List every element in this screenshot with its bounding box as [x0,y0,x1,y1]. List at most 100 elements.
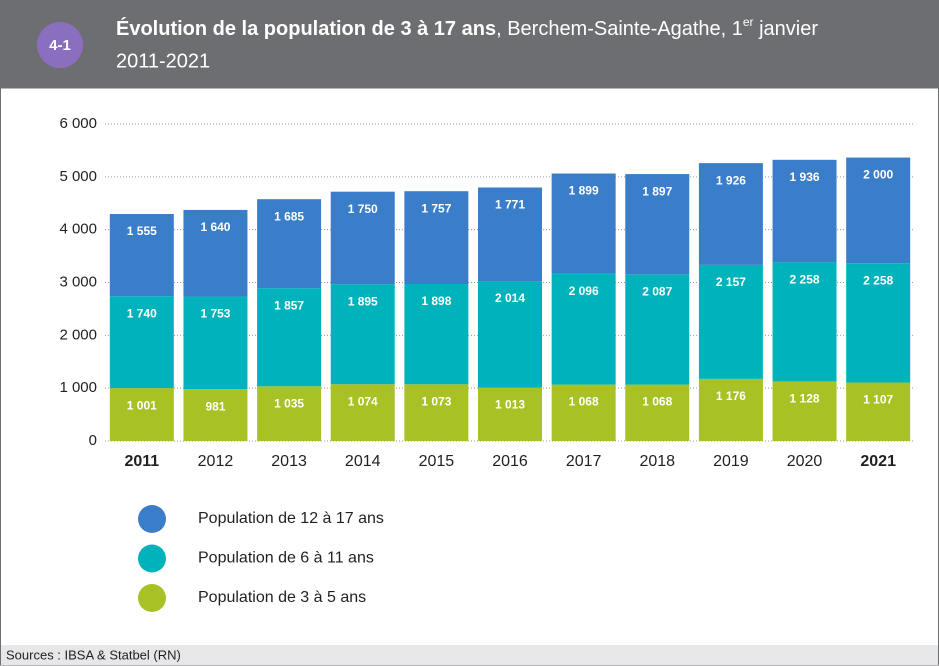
legend-swatch [138,584,166,612]
y-tick-label: 6 000 [59,115,97,132]
value-label: 1 107 [863,393,893,407]
x-tick-label: 2021 [860,453,896,470]
bar-segment [183,209,248,297]
legend-swatch [138,544,166,573]
value-label: 1 895 [348,294,378,308]
bar-segment [772,159,837,263]
legend-label: Population de 3 à 5 ans [198,589,366,606]
badge: 4-1 [49,37,71,54]
value-label: 1 640 [200,220,230,234]
value-label: 2 000 [863,168,893,182]
x-tick-label: 2013 [271,453,307,470]
value-label: 1 013 [495,398,525,412]
value-label: 1 073 [421,394,451,408]
x-tick-label: 2018 [639,453,675,470]
value-label: 2 157 [716,275,746,289]
value-label: 1 753 [200,307,230,321]
value-label: 1 857 [274,298,304,312]
legend-swatch [138,505,166,533]
value-label: 1 926 [716,173,746,187]
bar-segment [478,387,542,441]
bar-segment [330,284,395,385]
bar-segment [698,378,763,441]
y-tick-label: 4 000 [59,221,97,238]
bar-segment [698,163,763,265]
source: Sources : IBSA & Statbel (RN) [6,647,181,662]
legend-label: Population de 6 à 11 ans [198,550,374,567]
value-label: 1 771 [495,198,525,212]
x-tick-label: 2017 [566,453,602,470]
bar-segment [404,191,469,285]
bar-segment [257,386,322,441]
bar-segment [772,381,837,441]
bar-segment [551,273,616,385]
value-label: 1 068 [642,395,672,409]
bar-segment [698,264,763,379]
y-tick-label: 1 000 [59,379,97,396]
y-tick-label: 5 000 [59,168,97,185]
bar-segment [551,384,616,441]
value-label: 1 750 [348,202,378,216]
bar-segment [183,296,248,390]
value-label: 2 096 [569,284,599,298]
bar-segment [183,389,248,441]
title-main: Évolution de la population de 3 à 17 ans [116,17,496,40]
bar-segment [772,262,837,382]
bar-segment [404,284,469,385]
x-tick-label: 2015 [419,453,455,470]
bar-segment [109,214,174,297]
y-tick-label: 2 000 [59,326,97,343]
header-band [0,0,939,88]
bar-segment [846,157,911,264]
value-label: 1 035 [274,396,304,410]
bar-segment [257,199,322,289]
value-label: 2 014 [495,291,525,305]
value-label: 1 898 [421,294,451,308]
title-sup: er [743,15,754,29]
bar-segment [846,382,911,441]
value-label: 1 685 [274,209,304,223]
bar-segment [109,296,174,389]
badge-circle [37,22,83,68]
date-range: 2011-2021 [116,50,210,72]
x-tick-label: 2011 [124,453,159,470]
value-label: 2 258 [790,272,820,286]
value-label: 1 899 [569,184,599,198]
value-label: 981 [205,399,225,413]
x-tick-label: 2020 [787,453,823,470]
bar-segment [551,173,616,274]
bar-segment [846,263,911,383]
x-tick-label: 2016 [492,453,528,470]
value-label: 1 128 [790,392,820,406]
chart-title: Évolution de la population de 3 à 17 ans… [116,15,818,40]
footer-band [1,645,938,665]
bar-segment [404,384,469,441]
value-label: 1 740 [127,306,157,320]
bar-segment [625,384,690,441]
title-end: janvier [754,18,819,40]
value-label: 1 001 [127,398,157,412]
x-tick-label: 2019 [713,453,749,470]
value-label: 1 068 [569,395,599,409]
bar-segment [330,191,395,285]
bar-segment [330,384,395,441]
bar-segment [109,388,174,441]
title-place: , Berchem-Sainte-Agathe, 1 [496,18,743,40]
bar-segment [625,174,690,275]
bar-segment [478,187,542,282]
value-label: 1 074 [348,394,378,408]
y-tick-label: 3 000 [59,273,97,290]
x-tick-label: 2014 [345,453,381,470]
value-label: 2 258 [863,273,893,287]
value-label: 1 897 [642,184,672,198]
x-tick-label: 2012 [198,453,234,470]
bar-segment [257,288,322,387]
bar-segment [478,281,542,388]
value-label: 1 176 [716,389,746,403]
y-tick-label: 0 [89,432,97,449]
legend-label: Population de 12 à 17 ans [198,510,384,527]
value-label: 1 936 [790,170,820,184]
value-label: 1 757 [421,201,451,215]
value-label: 1 555 [127,224,157,238]
